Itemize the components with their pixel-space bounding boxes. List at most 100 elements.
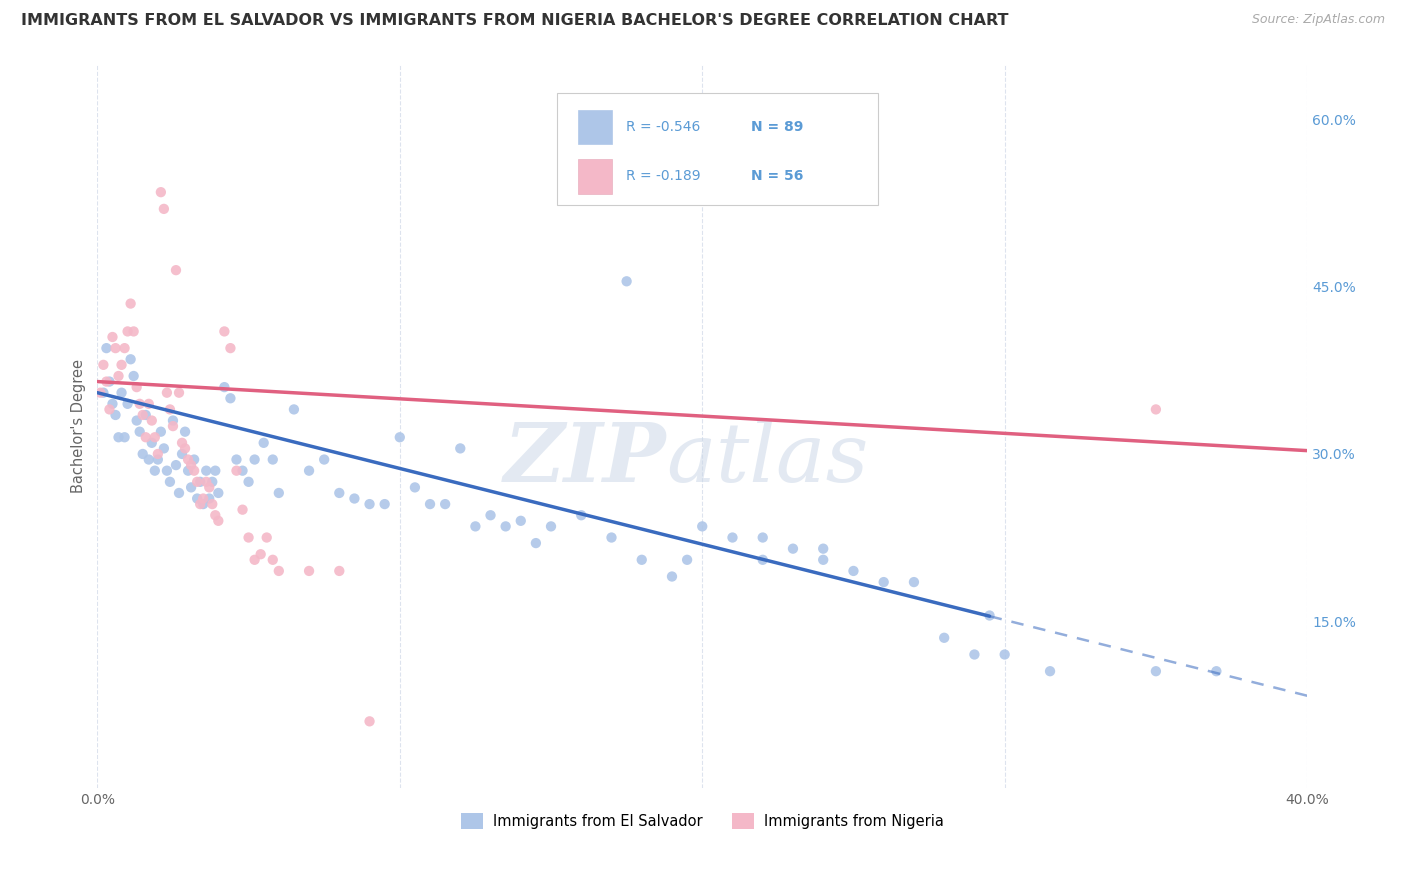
- Point: [117, 397, 139, 411]
- Point: [1205, 664, 1227, 678]
- Point: [219, 341, 242, 355]
- Point: [343, 491, 366, 506]
- Point: [156, 385, 179, 400]
- Point: [811, 541, 834, 556]
- Point: [262, 553, 284, 567]
- Legend: Immigrants from El Salvador, Immigrants from Nigeria: Immigrants from El Salvador, Immigrants …: [456, 806, 949, 835]
- Point: [183, 452, 205, 467]
- Point: [165, 263, 187, 277]
- Point: [110, 358, 132, 372]
- Point: [138, 452, 160, 467]
- Point: [249, 547, 271, 561]
- Point: [207, 486, 229, 500]
- Point: [404, 480, 426, 494]
- Point: [132, 447, 155, 461]
- Point: [842, 564, 865, 578]
- Point: [104, 341, 127, 355]
- Text: IMMIGRANTS FROM EL SALVADOR VS IMMIGRANTS FROM NIGERIA BACHELOR'S DEGREE CORRELA: IMMIGRANTS FROM EL SALVADOR VS IMMIGRANT…: [21, 13, 1008, 29]
- Point: [1144, 664, 1167, 678]
- Point: [201, 497, 224, 511]
- Point: [122, 369, 145, 384]
- Point: [141, 435, 163, 450]
- Point: [359, 497, 381, 511]
- Point: [388, 430, 411, 444]
- Point: [963, 648, 986, 662]
- Point: [165, 458, 187, 472]
- Point: [1144, 402, 1167, 417]
- Point: [177, 452, 200, 467]
- Point: [188, 497, 211, 511]
- Point: [153, 202, 176, 216]
- Point: [198, 480, 221, 494]
- Point: [721, 531, 744, 545]
- Point: [434, 497, 457, 511]
- Point: [267, 564, 290, 578]
- Point: [782, 541, 804, 556]
- Point: [231, 502, 253, 516]
- Point: [267, 486, 290, 500]
- Point: [600, 531, 623, 545]
- Point: [359, 714, 381, 729]
- Text: R = -0.546: R = -0.546: [626, 120, 700, 134]
- Point: [1039, 664, 1062, 678]
- Point: [89, 385, 111, 400]
- Point: [98, 402, 121, 417]
- Point: [661, 569, 683, 583]
- Point: [96, 341, 118, 355]
- Point: [153, 442, 176, 456]
- Point: [243, 452, 266, 467]
- Point: [225, 452, 247, 467]
- Y-axis label: Bachelor's Degree: Bachelor's Degree: [72, 359, 86, 493]
- Point: [107, 430, 129, 444]
- Point: [180, 480, 202, 494]
- Point: [298, 564, 321, 578]
- Point: [204, 508, 226, 523]
- Point: [146, 452, 169, 467]
- Point: [174, 442, 197, 456]
- Point: [751, 553, 773, 567]
- Point: [238, 531, 260, 545]
- Point: [120, 296, 142, 310]
- Point: [186, 475, 208, 489]
- Text: R = -0.189: R = -0.189: [626, 169, 700, 183]
- Point: [751, 531, 773, 545]
- Point: [114, 341, 136, 355]
- Point: [676, 553, 699, 567]
- Point: [253, 435, 276, 450]
- Point: [314, 452, 336, 467]
- Point: [540, 519, 562, 533]
- Point: [114, 430, 136, 444]
- Text: atlas: atlas: [666, 418, 869, 499]
- Point: [156, 464, 179, 478]
- Point: [979, 608, 1001, 623]
- Point: [630, 553, 652, 567]
- Point: [495, 519, 517, 533]
- Point: [225, 464, 247, 478]
- Point: [159, 475, 181, 489]
- Text: ZIP: ZIP: [503, 418, 666, 499]
- Point: [328, 486, 350, 500]
- Point: [524, 536, 547, 550]
- Point: [93, 358, 115, 372]
- Point: [180, 458, 202, 472]
- Point: [256, 531, 278, 545]
- Point: [128, 397, 150, 411]
- Point: [193, 491, 215, 506]
- Point: [135, 430, 157, 444]
- Point: [122, 325, 145, 339]
- Point: [128, 425, 150, 439]
- Point: [143, 430, 166, 444]
- Point: [690, 519, 713, 533]
- Text: Source: ZipAtlas.com: Source: ZipAtlas.com: [1251, 13, 1385, 27]
- Point: [811, 553, 834, 567]
- Point: [170, 447, 193, 461]
- Point: [479, 508, 502, 523]
- Point: [96, 375, 118, 389]
- Point: [193, 497, 215, 511]
- Point: [93, 385, 115, 400]
- Point: [214, 325, 236, 339]
- FancyBboxPatch shape: [578, 110, 612, 145]
- Point: [135, 408, 157, 422]
- Point: [419, 497, 441, 511]
- Point: [298, 464, 321, 478]
